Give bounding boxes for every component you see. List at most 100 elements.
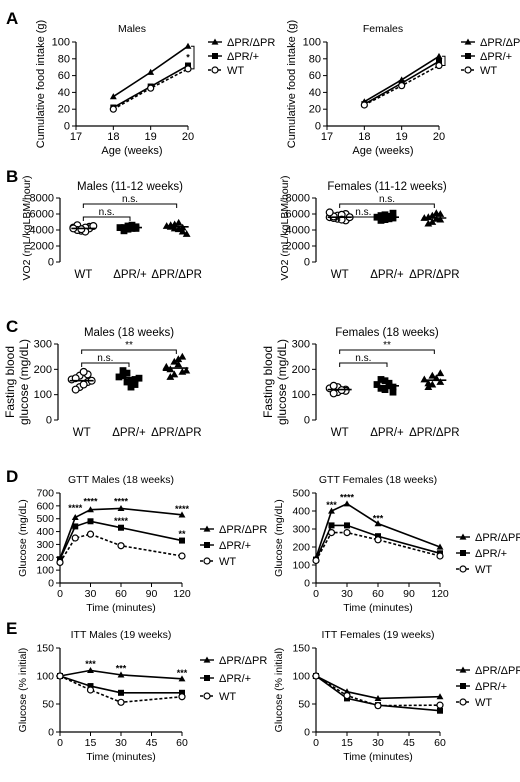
- x-axis-label: Age (weeks): [352, 145, 413, 157]
- legend-label: ΔPR/+: [219, 540, 251, 552]
- category-label: ΔPR/+: [370, 269, 404, 281]
- data-point: [123, 378, 131, 386]
- y-tick-label: 400: [36, 526, 54, 538]
- data-point: [178, 693, 186, 701]
- y-tick-label: 100: [36, 671, 54, 683]
- significance-label: ***: [177, 668, 188, 678]
- data-point: [87, 666, 94, 673]
- y-tick-label: 8000: [286, 193, 310, 205]
- y-tick-label: 4000: [286, 225, 310, 237]
- data-point: [374, 694, 382, 701]
- y-axis-label: Fasting blood: [261, 346, 275, 418]
- significance-label: *: [186, 52, 190, 62]
- legend-label: WT: [475, 564, 492, 576]
- legend-label: ΔPR/+: [475, 548, 507, 560]
- data-point: [182, 230, 191, 237]
- legend-label: ΔPR/+: [475, 681, 507, 693]
- category-label: WT: [74, 269, 92, 281]
- x-tick-label: 17: [321, 131, 333, 143]
- significance-label: n.s.: [355, 353, 371, 364]
- significance-label: ****: [114, 497, 129, 507]
- chart-title: ITT Males (19 weeks): [71, 629, 172, 641]
- data-point: [436, 701, 444, 709]
- data-point: [374, 702, 382, 710]
- data-point: [79, 367, 88, 376]
- data-point: [71, 374, 80, 383]
- category-label: ΔPR/+: [370, 427, 404, 439]
- category-label: WT: [331, 427, 349, 439]
- data-point: [312, 556, 320, 565]
- legend-marker: [464, 66, 472, 74]
- legend-label: ΔPR/ΔPR: [475, 532, 520, 544]
- significance-label: **: [125, 340, 133, 351]
- data-point: [428, 371, 437, 379]
- x-tick-label: 30: [85, 588, 97, 600]
- y-tick-label: 4000: [30, 225, 54, 237]
- y-tick-label: 0: [48, 257, 54, 269]
- y-axis-label: Glucose (mg/dL): [17, 499, 29, 577]
- y-tick-label: 2000: [30, 241, 54, 253]
- data-point: [174, 218, 183, 226]
- x-axis-label: Time (minutes): [86, 751, 156, 763]
- significance-bracket: [191, 45, 195, 70]
- data-point: [147, 84, 155, 92]
- category-label: ΔPR/+: [113, 269, 147, 281]
- significance-label: ***: [326, 500, 337, 510]
- data-point: [424, 219, 433, 227]
- significance-label: ***: [85, 659, 96, 669]
- x-tick-label: 18: [358, 131, 370, 143]
- significance-bracket: [339, 216, 388, 221]
- chart-title: GTT Females (18 weeks): [319, 474, 437, 486]
- data-point: [329, 381, 338, 390]
- data-point: [109, 105, 117, 113]
- legend-marker: [211, 38, 219, 45]
- chart-title: Females (18 weeks): [335, 327, 439, 339]
- significance-bracket: [81, 362, 130, 367]
- legend-label: WT: [227, 65, 244, 77]
- significance-bracket: [339, 349, 435, 354]
- legend-marker: [203, 557, 211, 565]
- data-point: [436, 543, 444, 550]
- data-point: [71, 385, 80, 394]
- data-point: [343, 500, 351, 507]
- y-tick-label: 150: [36, 643, 54, 655]
- chart-title: Males (11-12 weeks): [77, 181, 183, 193]
- data-point: [174, 360, 183, 368]
- x-tick-label: 60: [115, 588, 127, 600]
- y-tick-label: 100: [303, 37, 321, 49]
- significance-label: **: [383, 340, 391, 351]
- significance-label: ****: [114, 516, 129, 526]
- y-tick-label: 200: [34, 364, 52, 376]
- x-tick-label: 0: [57, 737, 63, 749]
- data-point: [87, 683, 94, 690]
- data-point: [179, 537, 185, 544]
- y-tick-label: 700: [36, 488, 54, 500]
- x-axis-label: Time (minutes): [343, 751, 413, 763]
- significance-label: ****: [340, 493, 355, 503]
- chart-C-males: 0 100 200 300 Males (18 weeks) WT ΔPR/+ ΔPR/ΔPR…: [34, 327, 202, 439]
- significance-bracket: [81, 349, 177, 354]
- y-tick-label: 300: [292, 339, 310, 351]
- series-line: [315, 675, 441, 700]
- x-tick-label: 20: [433, 131, 445, 143]
- legend-marker: [459, 565, 467, 573]
- y-tick-label: 0: [315, 121, 321, 133]
- x-tick-label: 0: [313, 588, 319, 600]
- data-point: [147, 68, 155, 75]
- data-point: [131, 381, 139, 388]
- data-point: [381, 216, 389, 223]
- significance-label: ****: [68, 503, 83, 513]
- y-tick-label: 100: [292, 671, 310, 683]
- chart-title: ITT Females (19 weeks): [321, 629, 434, 641]
- data-point: [178, 227, 187, 235]
- x-tick-label: 15: [341, 737, 353, 749]
- y-axis-label: VO2 (mL/kgLBM/hour): [279, 175, 291, 280]
- data-point: [174, 355, 183, 363]
- data-point: [117, 671, 125, 678]
- y-axis-label: Glucose (mg/dL): [273, 499, 285, 577]
- x-tick-label: 20: [182, 131, 194, 143]
- legend-marker: [211, 66, 219, 74]
- data-point: [377, 217, 385, 224]
- category-label: WT: [73, 427, 91, 439]
- data-point: [381, 377, 389, 385]
